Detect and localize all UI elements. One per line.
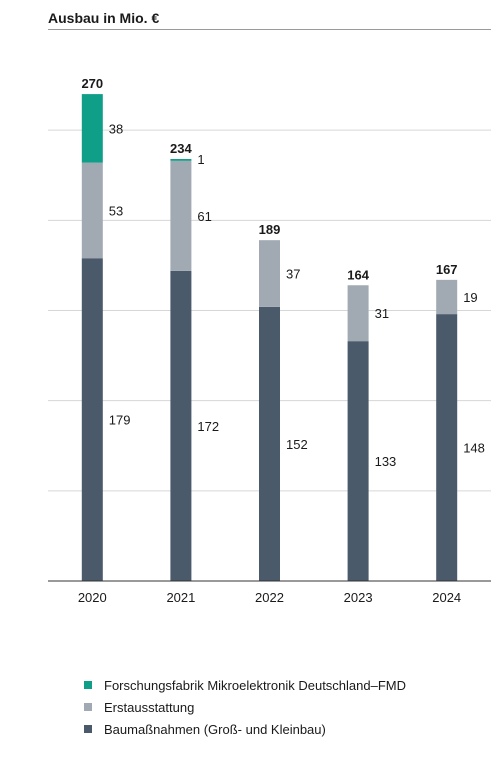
data-label: 31 [375, 306, 389, 321]
data-label: 37 [286, 267, 300, 282]
data-label: 152 [286, 437, 308, 452]
total-label: 189 [259, 222, 281, 237]
data-label: 53 [109, 203, 123, 218]
data-label: 19 [463, 290, 477, 305]
bar-segment-2023-baumassnahmen [347, 341, 369, 581]
data-label: 179 [109, 413, 131, 428]
legend-label-fmd: Forschungsfabrik Mikroelektronik Deutsch… [104, 677, 407, 693]
legend-swatch-erstausstattung [84, 703, 92, 711]
bar-segment-2022-baumassnahmen [259, 306, 280, 581]
bar-segment-2020-baumassnahmen [81, 258, 103, 581]
data-label: 1 [197, 152, 204, 167]
x-tick-label: 2023 [344, 590, 373, 605]
chart-title: Ausbau in Mio. € [48, 10, 160, 26]
bar-segment-2023-erstausstattung [347, 285, 369, 342]
title-divider [48, 29, 491, 30]
bar-segment-2024-erstausstattung [436, 279, 458, 315]
data-label: 38 [109, 121, 123, 136]
x-tick-label: 2020 [78, 590, 107, 605]
legend-label-erstausstattung: Erstausstattung [104, 699, 195, 715]
legend-swatch-fmd [84, 681, 92, 689]
x-tick-label: 2021 [166, 590, 195, 605]
data-label: 133 [375, 454, 397, 469]
bar-segment-2024-baumassnahmen [436, 314, 458, 581]
stacked-bar-chart: 179 53 38 270 2020 172 61 1 234 2021 152 37 189 2022 1… [48, 76, 491, 605]
bar-segment-2021-baumassnahmen [170, 270, 192, 581]
bar-segment-2021-erstausstattung [170, 160, 192, 271]
legend-item-baumassnahmen: Baumaßnahmen (Groß- und Kleinbau) [84, 718, 406, 740]
legend: Forschungsfabrik Mikroelektronik Deutsch… [84, 674, 406, 740]
bar-segment-2021-fmd [170, 159, 192, 161]
bar-segment-2020-erstausstattung [81, 162, 103, 259]
total-label: 234 [170, 141, 192, 156]
legend-item-erstausstattung: Erstausstattung [84, 696, 406, 718]
total-label: 164 [347, 267, 369, 282]
data-label: 61 [197, 209, 211, 224]
total-label: 270 [81, 76, 103, 91]
total-label: 167 [436, 262, 458, 277]
bar-segment-2022-erstausstattung [259, 240, 280, 307]
data-label: 148 [463, 441, 485, 456]
legend-label-baumassnahmen: Baumaßnahmen (Groß- und Kleinbau) [104, 721, 326, 737]
data-label: 172 [197, 419, 219, 434]
legend-item-fmd: Forschungsfabrik Mikroelektronik Deutsch… [84, 674, 406, 696]
legend-swatch-baumassnahmen [84, 725, 92, 733]
bar-segment-2020-fmd [81, 94, 103, 163]
x-tick-label: 2022 [255, 590, 284, 605]
x-tick-label: 2024 [432, 590, 461, 605]
